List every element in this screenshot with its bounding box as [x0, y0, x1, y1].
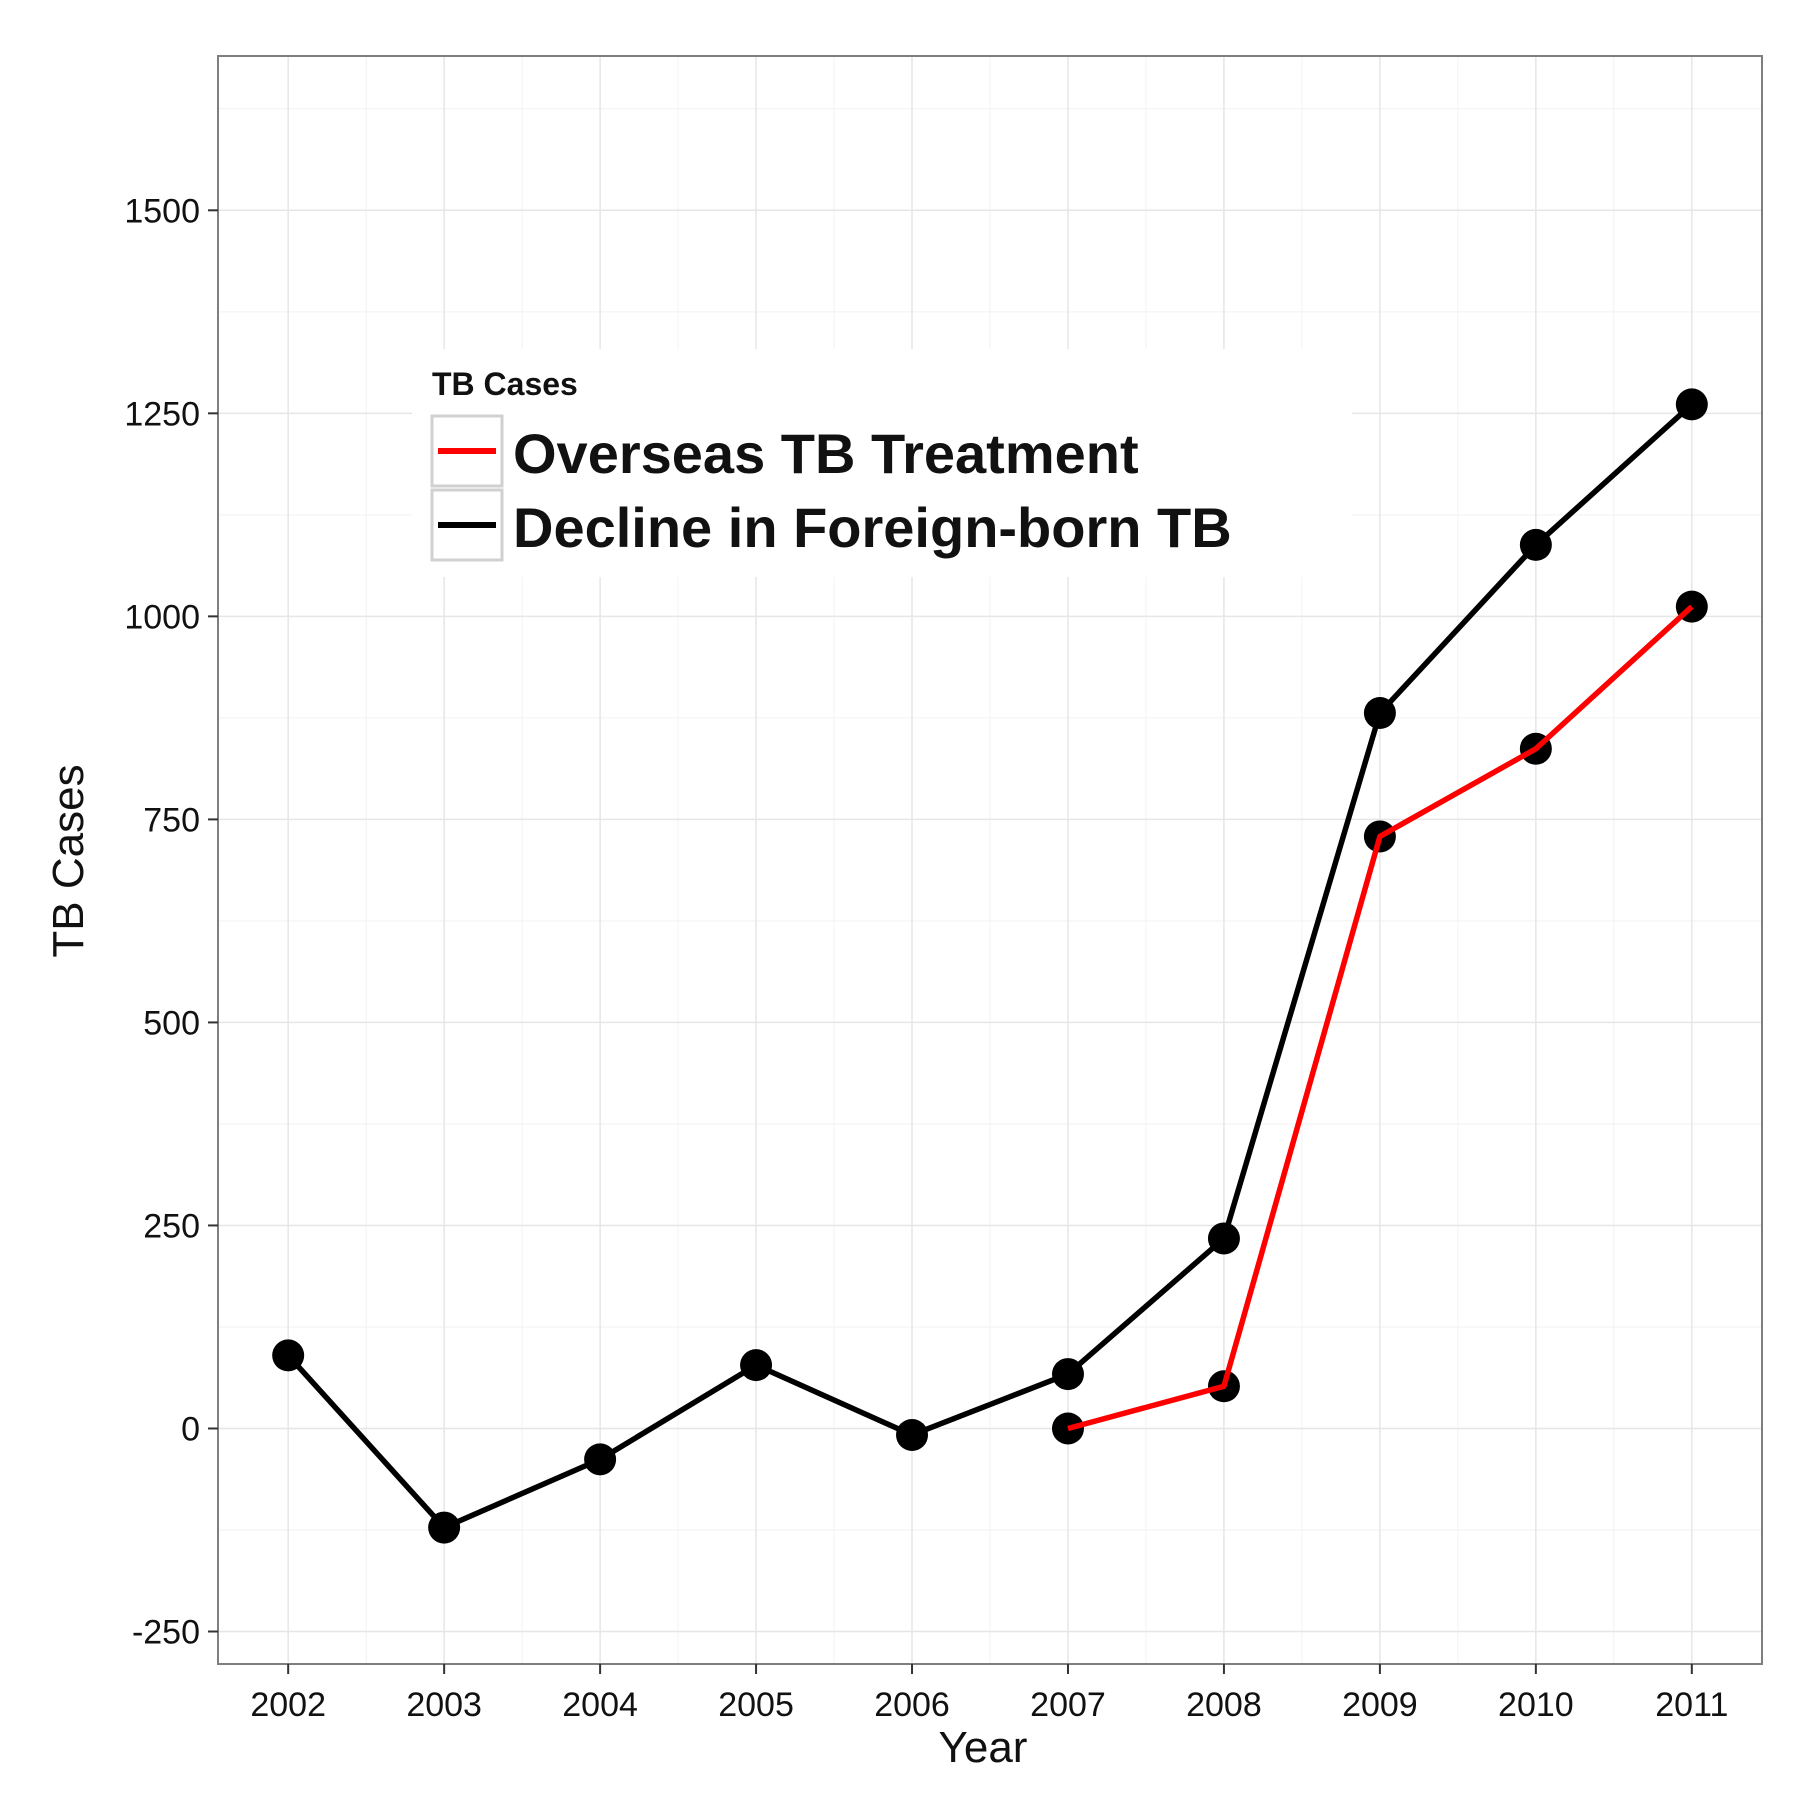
legend-background — [412, 349, 1352, 577]
series-line — [286, 402, 1694, 1531]
minor-gridlines — [218, 56, 1762, 1664]
x-tick-label: 2010 — [1498, 1686, 1574, 1724]
x-tick-label: 2005 — [718, 1686, 794, 1724]
x-tick-label: 2004 — [562, 1686, 638, 1724]
plot-border — [217, 55, 1763, 1665]
y-tick-label: -250 — [132, 1614, 200, 1652]
series-lines — [286, 402, 1694, 1531]
series-layer — [272, 388, 1708, 1544]
x-axis: 2002 2003 2004 2005 2006 2007 2008 2009 2010 2011 — [250, 1664, 1728, 1724]
x-tick-label: 2002 — [250, 1686, 326, 1724]
y-axis: -250 0 250 500 750 1000 1250 1500 — [124, 192, 218, 1652]
x-tick-label: 2007 — [1030, 1686, 1106, 1724]
legend-label-overseas: Overseas TB Treatment — [513, 422, 1139, 485]
legend-label-decline: Decline in Foreign-born TB — [513, 496, 1232, 559]
y-tick-label: 500 — [143, 1004, 200, 1042]
series-line — [1067, 604, 1694, 1432]
y-tick-label: 750 — [143, 801, 200, 839]
y-tick-label: 1000 — [124, 598, 200, 636]
x-tick-label: 2006 — [874, 1686, 950, 1724]
x-tick-label: 2009 — [1342, 1686, 1418, 1724]
y-tick-label: 0 — [181, 1410, 200, 1448]
y-axis-title: TB Cases — [44, 764, 93, 957]
x-axis-title: Year — [939, 1723, 1028, 1772]
legend-title: TB Cases — [432, 366, 578, 402]
x-tick-label: 2008 — [1186, 1686, 1262, 1724]
legend: TB Cases Overseas TB Treatment Decline i… — [412, 349, 1352, 577]
y-tick-label: 250 — [143, 1207, 200, 1245]
y-tick-label: 1500 — [124, 192, 200, 230]
x-tick-label: 2003 — [406, 1686, 482, 1724]
y-tick-label: 1250 — [124, 395, 200, 433]
x-tick-label: 2011 — [1655, 1686, 1728, 1724]
